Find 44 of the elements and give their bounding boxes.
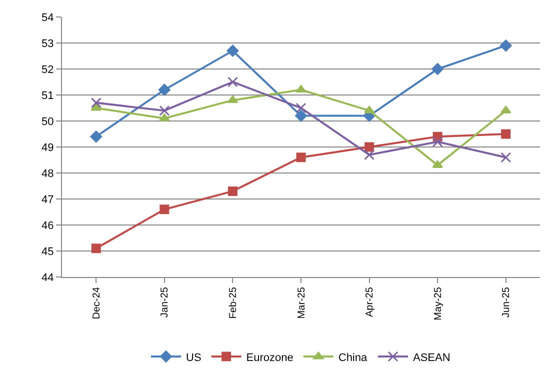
point xyxy=(228,186,238,196)
point xyxy=(364,142,374,152)
y-tick-label: 48 xyxy=(42,168,54,180)
point xyxy=(90,98,102,108)
legend-label: China xyxy=(338,352,368,364)
point xyxy=(296,152,306,162)
x-tick-label: Apr-25 xyxy=(364,286,376,318)
y-tick-label: 51 xyxy=(42,90,54,102)
y-tick-label: 52 xyxy=(42,64,54,76)
x-tick-label: Jun-25 xyxy=(501,286,512,318)
x-tick-label: Jan-25 xyxy=(160,286,171,318)
y-tick-label: 45 xyxy=(42,246,54,258)
point xyxy=(500,40,512,52)
y-tick-label: 49 xyxy=(42,142,54,154)
point xyxy=(227,76,238,88)
point xyxy=(296,85,306,93)
point xyxy=(500,152,512,163)
point xyxy=(226,44,239,57)
point xyxy=(159,105,170,116)
point xyxy=(432,160,443,168)
x-tick-label: Feb-25 xyxy=(228,286,239,319)
y-tick-label: 47 xyxy=(42,194,54,206)
x-tick-label: Mar-25 xyxy=(296,286,308,319)
point xyxy=(90,130,102,143)
y-tick-label: 44 xyxy=(42,272,54,284)
point xyxy=(432,63,444,75)
y-tick-label: 53 xyxy=(42,38,54,50)
y-tick-label: 46 xyxy=(42,220,54,232)
point xyxy=(158,84,170,96)
point xyxy=(364,150,375,160)
legend-label: ASEAN xyxy=(413,352,450,364)
y-tick-label: 54 xyxy=(42,12,54,24)
point xyxy=(296,102,306,114)
point xyxy=(432,136,443,148)
x-tick-label: May-25 xyxy=(432,286,444,320)
point xyxy=(91,244,101,254)
y-tick-label: 50 xyxy=(42,116,54,128)
point xyxy=(501,129,511,139)
legend-label: Eurozone xyxy=(246,352,294,364)
x-tick-label: Dec-24 xyxy=(91,286,102,320)
point xyxy=(159,114,170,122)
point xyxy=(295,110,307,122)
point xyxy=(160,204,170,214)
legend-label: US xyxy=(186,352,202,364)
